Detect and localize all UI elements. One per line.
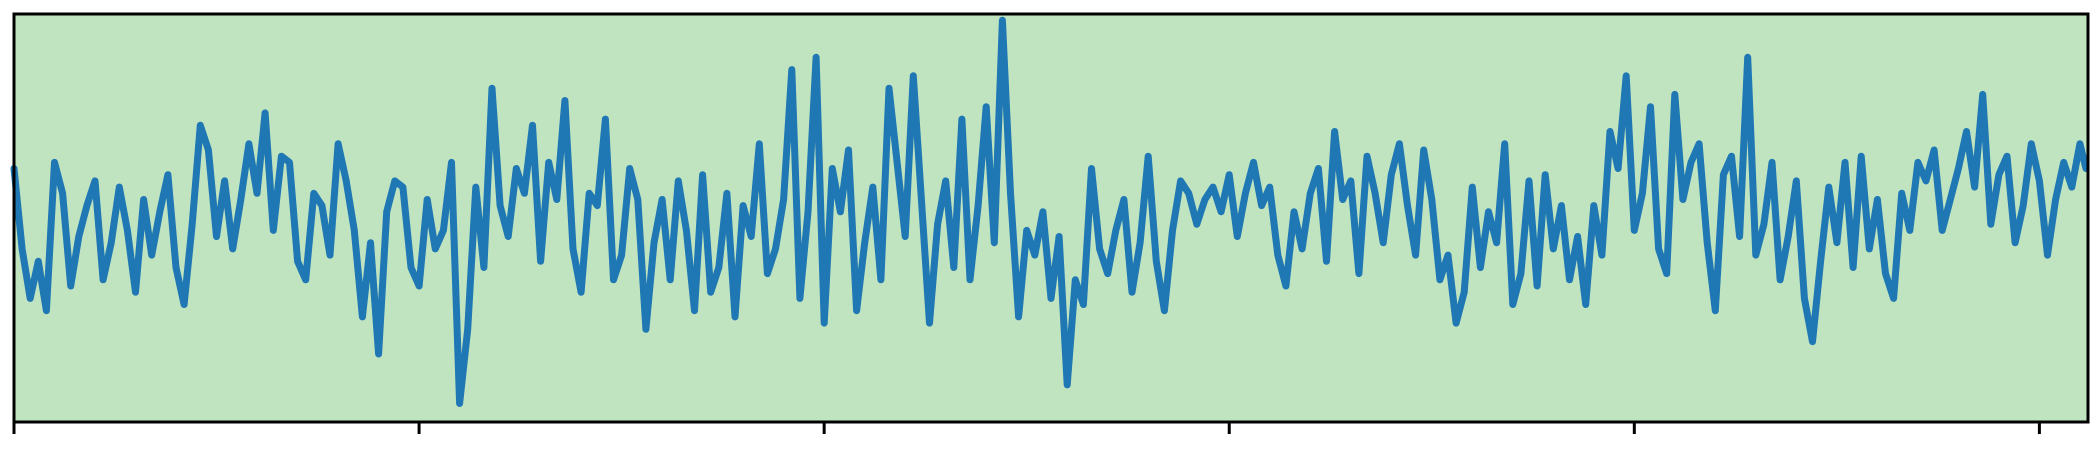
- plot-frame: [12, 12, 2090, 424]
- series-line: [10, 16, 2090, 407]
- x-axis-ticks: [12, 422, 2041, 434]
